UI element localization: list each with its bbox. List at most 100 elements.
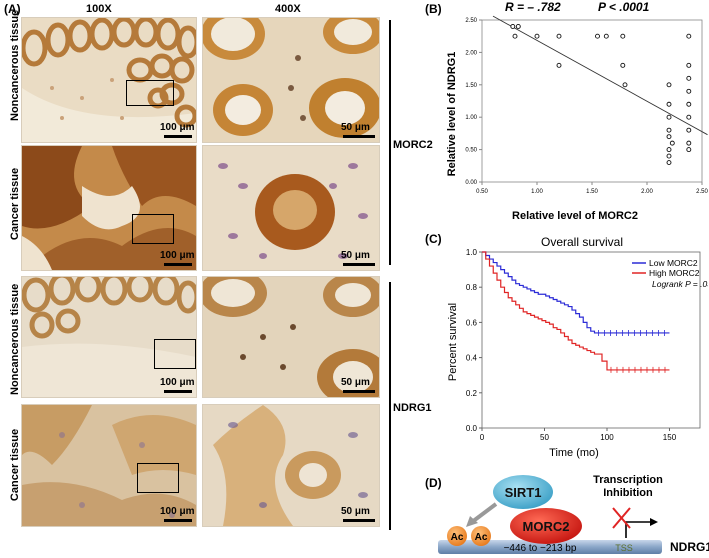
- gene-label: NDRG1: [670, 540, 709, 554]
- morc2-protein: [510, 508, 582, 544]
- ihc-image-ndrg1-normal-100x: 100 μm: [21, 276, 197, 398]
- scale-bar: [343, 263, 375, 266]
- ihc-image-morc2-normal-100x: 100 μm: [21, 17, 197, 143]
- scale-label: 100 μm: [160, 250, 195, 261]
- scatter-point: [510, 24, 516, 29]
- y-tick-label: 2.00: [465, 50, 477, 56]
- scatter-point: [686, 62, 692, 68]
- scatter-point: [686, 88, 692, 94]
- x-axis-label: Time (mo): [549, 447, 599, 459]
- inhibition-label-line2: Inhibition: [603, 487, 653, 499]
- regression-line: [492, 15, 708, 136]
- sirt1-label: SIRT1: [505, 485, 542, 500]
- scale-bar: [164, 519, 192, 522]
- legend-low-morc2: Low MORC2: [649, 258, 698, 268]
- x-tick-label: 100: [600, 433, 614, 442]
- acetyl-label: Ac: [475, 532, 488, 543]
- panel-d-label: (D): [425, 476, 442, 490]
- row-label-ndrg1-noncancer: Noncancerous tissue: [9, 283, 21, 395]
- scale-label: 100 μm: [160, 122, 195, 133]
- ihc-image-morc2-normal-400x: 50 μm: [202, 17, 380, 143]
- inhibition-cross-icon: [612, 507, 631, 529]
- scatter-point: [603, 33, 609, 39]
- ndrg1-group-bracket: [389, 282, 391, 530]
- plot-area: [481, 19, 703, 183]
- ndrg1-group-label: NDRG1: [393, 402, 432, 414]
- row-label-morc2-noncancer: Noncancerous tissue: [9, 9, 21, 121]
- tss-label: TSS: [615, 543, 633, 553]
- scatter-point: [534, 33, 540, 39]
- deacetylation-arrow-icon: [470, 502, 498, 524]
- scatter-point: [622, 82, 628, 88]
- scatter-point: [556, 62, 562, 68]
- column-header-400x: 400X: [275, 3, 301, 15]
- roi-box: [132, 214, 174, 244]
- transcription-arrow-icon: [625, 521, 652, 538]
- mechanism-diagram: SIRT1 MORC2 Ac Ac −446 to −213 bp TSS Tr…: [438, 474, 709, 554]
- x-tick-label: 1.50: [586, 189, 598, 195]
- ihc-image-ndrg1-cancer-100x: 100 μm: [21, 404, 197, 527]
- scale-bar: [343, 135, 375, 138]
- scatter-point: [512, 33, 518, 39]
- scatter-point: [666, 82, 672, 88]
- column-header-100x: 100X: [86, 3, 112, 15]
- logrank-annotation: Logrank P = .033: [652, 279, 708, 289]
- scatter-point: [595, 33, 600, 39]
- scale-label: 50 μm: [341, 122, 370, 133]
- roi-box: [137, 463, 179, 493]
- y-tick-label: 0.6: [466, 318, 478, 327]
- scatter-point: [515, 24, 521, 29]
- survival-chart: Overall survival Percent survival Time (…: [447, 235, 708, 459]
- roi-box: [154, 339, 196, 369]
- y-tick-label: 0.8: [466, 283, 478, 292]
- y-tick-label: 1.0: [466, 248, 478, 257]
- x-tick-label: 1.00: [531, 189, 543, 195]
- scatter-point: [669, 140, 675, 146]
- roi-box: [126, 80, 174, 106]
- y-tick-label: 2.50: [465, 18, 477, 24]
- y-tick-label: 0.0: [466, 424, 478, 433]
- ihc-image-ndrg1-cancer-400x: 50 μm: [202, 404, 380, 527]
- scatter-point: [666, 147, 672, 153]
- y-tick-label: 0.50: [465, 148, 477, 154]
- ihc-image-morc2-cancer-400x: 50 μm: [202, 145, 380, 271]
- acetyl-group-icon: [471, 526, 491, 546]
- scale-label: 50 μm: [341, 506, 370, 517]
- correlation-p: P < .0001: [598, 0, 650, 14]
- scatter-point: [620, 33, 626, 39]
- x-axis-label: Relative level of MORC2: [512, 210, 638, 222]
- scale-bar: [343, 390, 375, 393]
- chart-title: Overall survival: [541, 235, 623, 249]
- x-tick-label: 2.50: [696, 189, 708, 195]
- legend-high-morc2: High MORC2: [649, 268, 700, 278]
- series-low-morc2: [482, 251, 670, 334]
- x-tick-label: 50: [540, 433, 549, 442]
- x-tick-label: 0.50: [476, 189, 488, 195]
- scatter-point: [686, 140, 692, 146]
- promoter-region-label: −446 to −213 bp: [504, 543, 577, 554]
- plot-area: [481, 251, 701, 429]
- scatter-point: [686, 147, 692, 153]
- scatter-point: [686, 114, 692, 120]
- scale-bar: [164, 135, 192, 138]
- inhibition-label-line1: Transcription: [593, 474, 663, 486]
- morc2-group-label: MORC2: [393, 139, 433, 151]
- series-high-morc2: [482, 251, 670, 371]
- scatter-point: [686, 101, 692, 107]
- scale-bar: [164, 390, 192, 393]
- acetyl-label: Ac: [451, 532, 464, 543]
- morc2-group-bracket: [389, 20, 391, 265]
- scatter-point: [666, 153, 672, 159]
- scatter-point: [666, 134, 672, 140]
- morc2-label: MORC2: [523, 519, 570, 534]
- panel-c-label: (C): [425, 232, 442, 246]
- scatter-point: [686, 33, 692, 39]
- scale-label: 50 μm: [341, 377, 370, 388]
- scale-label: 100 μm: [160, 377, 195, 388]
- row-label-ndrg1-cancer: Cancer tissue: [9, 428, 21, 502]
- scatter-point: [666, 160, 672, 166]
- row-label-morc2-cancer: Cancer tissue: [9, 167, 21, 241]
- panel-b-label: (B): [425, 2, 442, 16]
- scatter-point: [620, 62, 626, 68]
- scale-label: 50 μm: [341, 250, 370, 261]
